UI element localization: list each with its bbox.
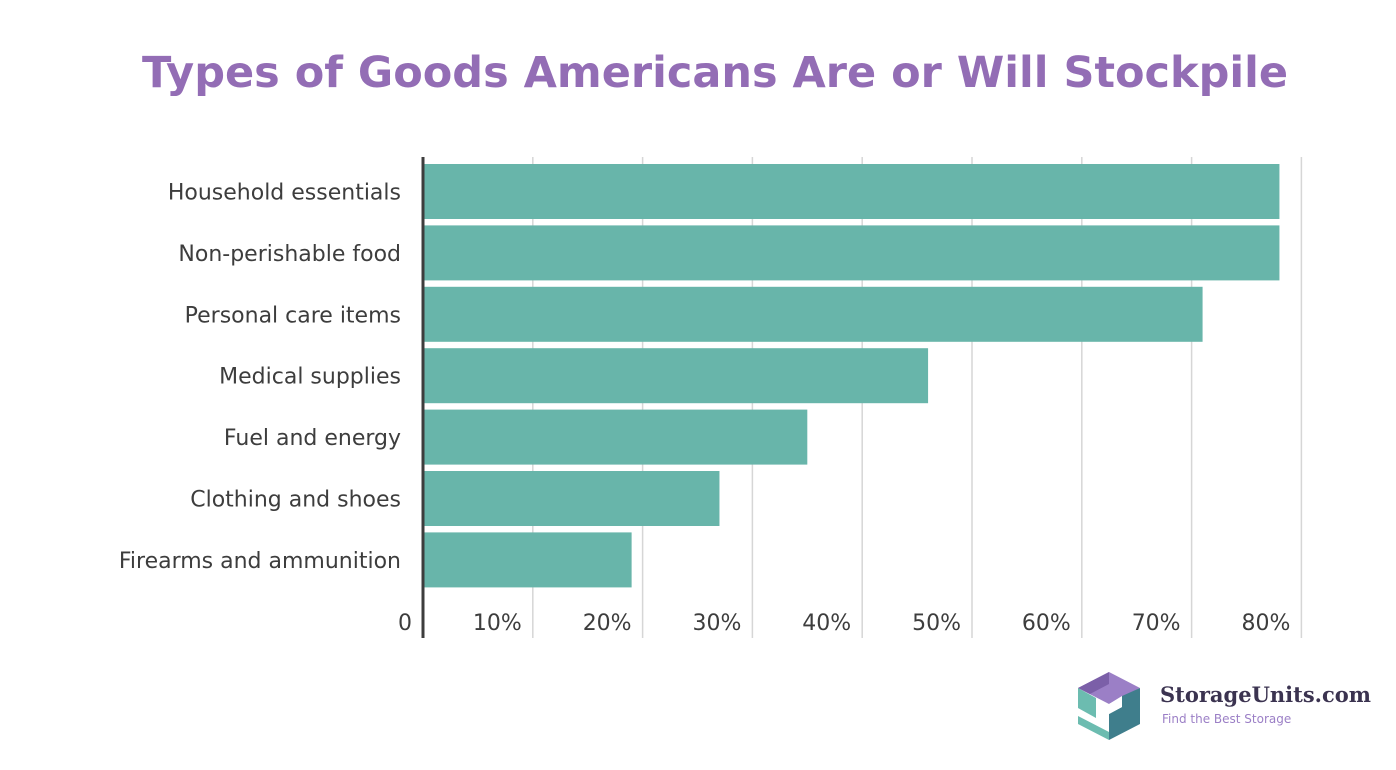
chart-title: Types of Goods Americans Are or Will Sto… [141, 48, 1289, 98]
cube-logo-icon [1078, 672, 1140, 740]
brand-logo: StorageUnits.com Find the Best Storage [1076, 670, 1376, 744]
logo-top-left [1078, 672, 1109, 694]
category-label: Medical supplies [219, 365, 401, 390]
x-tick-label: 80% [1241, 611, 1290, 636]
bar-household-essentials [424, 164, 1280, 219]
bar-fuel-and-energy [424, 409, 808, 465]
bar-personal-care-items [424, 286, 1203, 342]
logo-left-face [1078, 688, 1096, 718]
x-tick-label: 60% [1022, 611, 1071, 636]
x-tick-label: 50% [912, 611, 961, 636]
bar-medical-supplies [424, 348, 929, 404]
category-label: Household essentials [168, 181, 401, 206]
x-tick-label: 10% [473, 611, 522, 636]
category-label: Non-perishable food [178, 242, 401, 267]
category-label: Personal care items [185, 303, 401, 328]
x-tick-label: 70% [1132, 611, 1181, 636]
brand-name: StorageUnits.com [1160, 682, 1371, 707]
logo-right-face [1109, 688, 1140, 740]
logo-inner [1109, 696, 1122, 714]
category-label: Fuel and energy [224, 426, 401, 451]
x-tick-label: 40% [802, 611, 851, 636]
bars [424, 164, 1280, 588]
bar-non-perishable-food [424, 225, 1280, 281]
bar-chart: Household essentials Non-perishable food P… [119, 157, 1303, 638]
x-tick-label: 30% [692, 611, 741, 636]
x-axis-tick-labels: 0 10% 20% 30% 40% 50% 60% 70% 80% [398, 611, 1290, 636]
x-tick-label: 0 [398, 611, 412, 636]
bar-firearms-and-ammunition [424, 532, 632, 588]
logo-bottom-left [1078, 716, 1109, 740]
x-tick-label: 20% [583, 611, 632, 636]
brand-tagline: Find the Best Storage [1162, 712, 1292, 726]
category-label: Firearms and ammunition [119, 549, 401, 574]
category-labels: Household essentials Non-perishable food P… [119, 181, 401, 574]
bar-clothing-and-shoes [424, 471, 720, 526]
category-label: Clothing and shoes [190, 488, 401, 513]
